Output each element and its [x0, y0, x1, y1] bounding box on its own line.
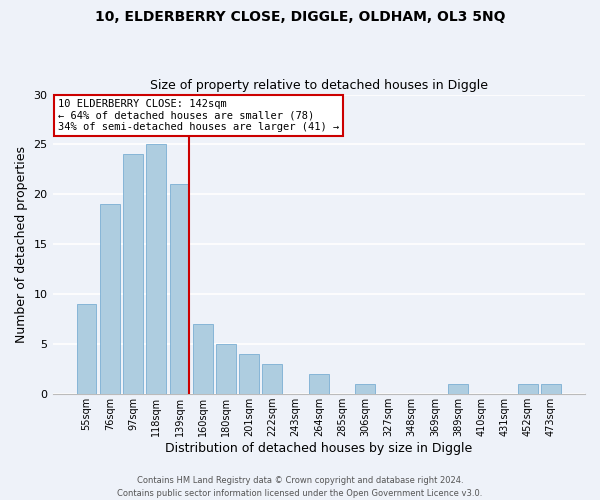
Bar — [170, 184, 190, 394]
Bar — [355, 384, 375, 394]
Text: 10 ELDERBERRY CLOSE: 142sqm
← 64% of detached houses are smaller (78)
34% of sem: 10 ELDERBERRY CLOSE: 142sqm ← 64% of det… — [58, 99, 339, 132]
Bar — [541, 384, 561, 394]
Text: Contains HM Land Registry data © Crown copyright and database right 2024.
Contai: Contains HM Land Registry data © Crown c… — [118, 476, 482, 498]
Bar — [100, 204, 119, 394]
Bar — [193, 324, 212, 394]
Bar — [146, 144, 166, 394]
Title: Size of property relative to detached houses in Diggle: Size of property relative to detached ho… — [150, 79, 488, 92]
Bar — [216, 344, 236, 394]
Bar — [262, 364, 282, 394]
Bar — [448, 384, 468, 394]
Bar — [123, 154, 143, 394]
Y-axis label: Number of detached properties: Number of detached properties — [15, 146, 28, 343]
Bar — [518, 384, 538, 394]
X-axis label: Distribution of detached houses by size in Diggle: Distribution of detached houses by size … — [165, 442, 472, 455]
Bar — [77, 304, 97, 394]
Bar — [309, 374, 329, 394]
Text: 10, ELDERBERRY CLOSE, DIGGLE, OLDHAM, OL3 5NQ: 10, ELDERBERRY CLOSE, DIGGLE, OLDHAM, OL… — [95, 10, 505, 24]
Bar — [239, 354, 259, 394]
